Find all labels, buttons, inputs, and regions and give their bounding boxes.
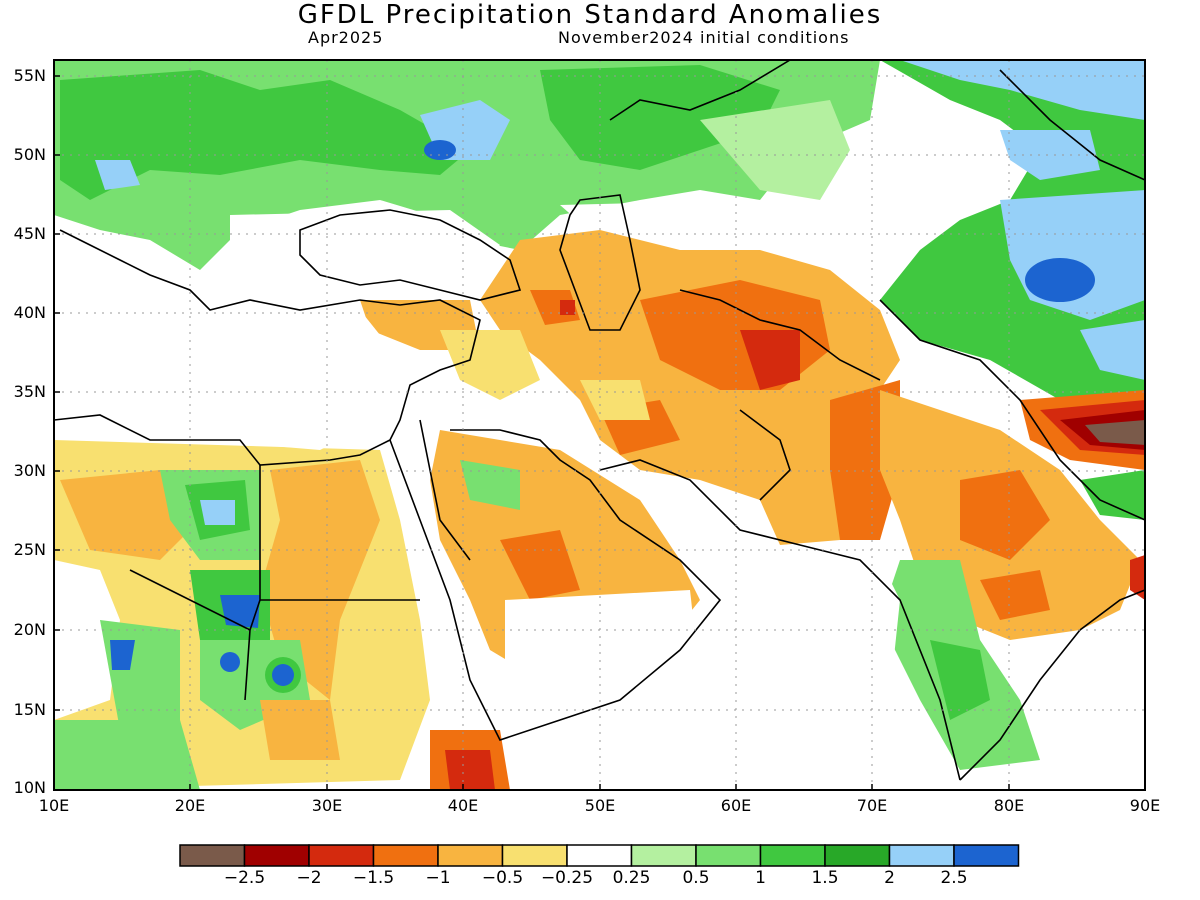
- colorbar-label: −1.5: [352, 868, 395, 888]
- colorbar-swatch: [695, 844, 762, 867]
- colorbar-swatch: [243, 844, 310, 867]
- forecast-month: Apr2025: [308, 28, 384, 47]
- lat-label-25n: 25N: [13, 540, 46, 559]
- lon-label-70e: 70E: [856, 796, 888, 815]
- colorbar-label: 0.5: [682, 868, 710, 888]
- lat-label-50n: 50N: [13, 145, 46, 164]
- colorbar-swatch: [437, 844, 504, 867]
- colorbar-swatch: [372, 844, 439, 867]
- colorbar-label: −0.25: [540, 868, 594, 888]
- colorbar-label: −2.5: [223, 868, 266, 888]
- colorbar-label: −1: [425, 868, 451, 888]
- colorbar-swatch: [179, 844, 246, 867]
- lat-label-55n: 55N: [13, 66, 46, 85]
- lon-label-90e: 90E: [1129, 796, 1161, 815]
- lat-label-10n: 10N: [13, 778, 46, 797]
- colorbar-swatch: [888, 844, 955, 867]
- initial-conditions: November2024 initial conditions: [558, 28, 850, 47]
- graticule: [54, 60, 1145, 790]
- colorbar-label: 1: [755, 868, 766, 888]
- lat-label-35n: 35N: [13, 382, 46, 401]
- lon-label-20e: 20E: [174, 796, 206, 815]
- colorbar-label: 0.25: [612, 868, 651, 888]
- map-title: GFDL Precipitation Standard Anomalies: [297, 0, 883, 30]
- lat-label-30n: 30N: [13, 461, 46, 480]
- anomaly-field: [54, 60, 1145, 790]
- colorbar-label: −2: [296, 868, 322, 888]
- colorbar-label: 1.5: [811, 868, 839, 888]
- colorbar-label: 2: [884, 868, 895, 888]
- colorbar-swatch: [824, 844, 891, 867]
- colorbar-swatch: [953, 844, 1020, 867]
- colorbar-label: −0.5: [481, 868, 524, 888]
- lon-label-30e: 30E: [311, 796, 343, 815]
- colorbar-swatch: [630, 844, 697, 867]
- lon-label-50e: 50E: [584, 796, 616, 815]
- colorbar: [179, 844, 1020, 867]
- colorbar-swatch: [308, 844, 375, 867]
- colorbar-swatch: [566, 844, 633, 867]
- lat-label-20n: 20N: [13, 620, 46, 639]
- lon-label-80e: 80E: [993, 796, 1025, 815]
- lon-label-60e: 60E: [720, 796, 752, 815]
- colorbar-label: 2.5: [940, 868, 968, 888]
- tick-marks: [54, 75, 1010, 790]
- lat-label-45n: 45N: [13, 224, 46, 243]
- colorbar-swatch: [501, 844, 568, 867]
- colorbar-swatch: [759, 844, 826, 867]
- lat-label-15n: 15N: [13, 700, 46, 719]
- coastlines: [54, 60, 1145, 781]
- lon-label-10e: 10E: [38, 796, 70, 815]
- lon-label-40e: 40E: [447, 796, 479, 815]
- lat-label-40n: 40N: [13, 303, 46, 322]
